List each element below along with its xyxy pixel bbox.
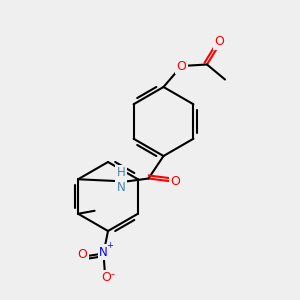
Text: -: - bbox=[110, 268, 114, 279]
Text: O: O bbox=[177, 59, 186, 73]
Text: O: O bbox=[78, 248, 87, 262]
Text: +: + bbox=[106, 241, 113, 250]
Text: O: O bbox=[171, 175, 180, 188]
Text: H
N: H N bbox=[117, 166, 125, 194]
Text: O: O bbox=[214, 35, 224, 49]
Text: N: N bbox=[99, 245, 108, 259]
Text: O: O bbox=[102, 271, 111, 284]
